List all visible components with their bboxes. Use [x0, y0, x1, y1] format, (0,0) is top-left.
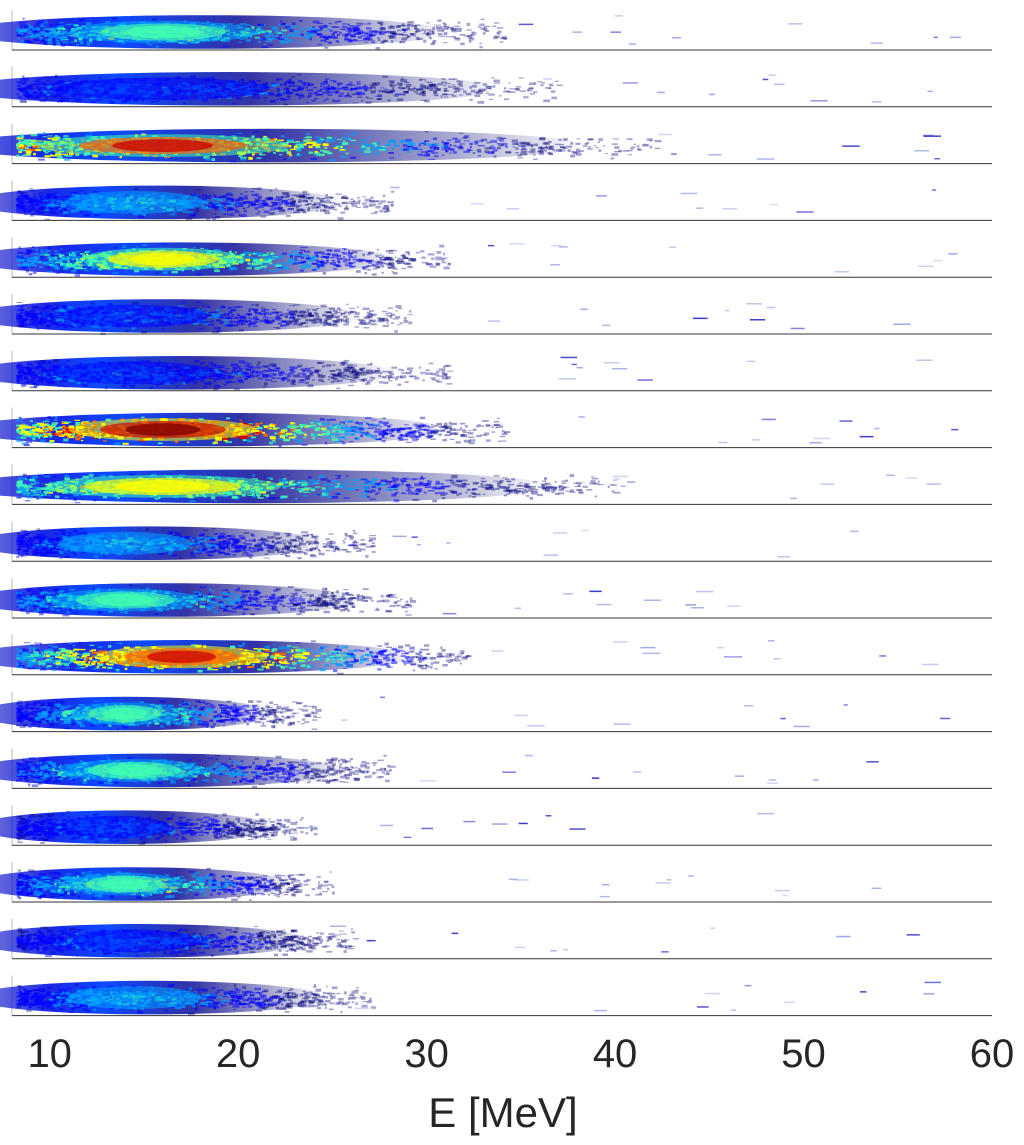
- x-tick-label: 40: [593, 1032, 638, 1076]
- spectrum-panel-4: [0, 180, 992, 220]
- spectrum-panel-7: [0, 351, 992, 391]
- spectrum-core: [72, 929, 197, 952]
- spectrum-core: [125, 423, 200, 436]
- spectrum-core: [112, 139, 213, 152]
- spectrum-panel-1: [0, 10, 992, 50]
- spectrum-panel-12: [0, 635, 992, 675]
- spectrum-panel-5: [0, 237, 992, 277]
- spectrum-panel-6: [0, 294, 992, 335]
- spectrum-core: [106, 764, 162, 777]
- spectrum-panel-18: [0, 976, 992, 1016]
- x-axis: 10 20 30 40 50 60: [27, 1032, 1014, 1076]
- spectrum-core: [125, 26, 200, 39]
- x-tick-label: 60: [970, 1032, 1015, 1076]
- spectrum-panel-15: [0, 805, 992, 845]
- spectrum-core: [59, 532, 192, 555]
- spectrum-panel-10: [0, 521, 992, 561]
- spectrum-panel-8: [0, 408, 992, 448]
- spectrum-core: [52, 361, 217, 384]
- x-axis-label: E [MeV]: [428, 1089, 577, 1136]
- spectrum-core: [116, 480, 210, 493]
- x-tick-label: 50: [781, 1032, 826, 1076]
- spectrum-core: [57, 77, 269, 100]
- spectrum-core: [147, 650, 216, 663]
- spectrum-core: [60, 305, 209, 328]
- x-tick-label: 30: [404, 1032, 449, 1076]
- spectrum-core: [61, 816, 170, 839]
- spectrum-core: [130, 253, 196, 266]
- spectrum-panel-14: [0, 748, 992, 788]
- spectrum-panel-9: [0, 464, 992, 504]
- spectrum-panel-16: [0, 862, 992, 902]
- spectrum-panel-2: [0, 67, 992, 107]
- spectrum-core: [95, 594, 154, 607]
- spectrum-core: [64, 191, 205, 214]
- spectrum-panel-13: [0, 692, 992, 732]
- spectrum-panel-11: [0, 578, 992, 618]
- spectrum-panel-3: [0, 124, 992, 164]
- spectrum-core: [102, 878, 149, 891]
- spectrum-core: [68, 986, 201, 1009]
- spectrum-panels: [0, 10, 992, 1016]
- x-tick-label: 20: [216, 1032, 261, 1076]
- spectrum-core: [103, 707, 147, 720]
- spectrum-panel-17: [0, 919, 992, 959]
- x-tick-label: 10: [27, 1032, 72, 1076]
